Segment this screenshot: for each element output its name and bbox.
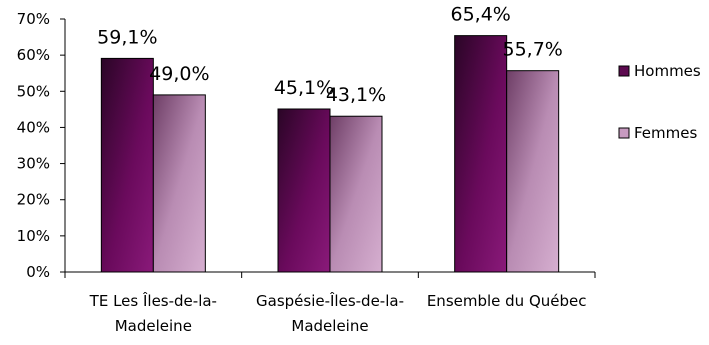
x-tick-label: Madeleine	[291, 317, 368, 335]
legend-swatch-femmes	[618, 127, 630, 139]
x-tick-label: Gaspésie-Îles-de-la-	[256, 291, 404, 310]
y-tick-label: 10%	[17, 227, 50, 245]
bar-hommes-1	[100, 57, 154, 273]
bar-hommes-2	[277, 108, 331, 273]
x-tick-label: Ensemble du Québec	[427, 292, 587, 310]
data-label: 45,1%	[274, 77, 334, 99]
y-tick-label: 30%	[17, 155, 50, 173]
bar-femmes-1	[152, 94, 206, 273]
data-label: 59,1%	[97, 26, 157, 48]
data-label: 43,1%	[326, 84, 386, 106]
chart-bars	[100, 35, 560, 273]
chart-axes: 0% 10% 20% 30% 40% 50% 60% 70%	[17, 10, 596, 281]
bar-femmes-3	[506, 70, 560, 273]
bar-hommes-3	[454, 35, 508, 273]
y-tick-label: 50%	[17, 82, 50, 100]
bar-femmes-2	[329, 115, 383, 273]
y-tick-label: 20%	[17, 191, 50, 209]
data-label: 49,0%	[149, 63, 209, 85]
data-label: 55,7%	[502, 39, 562, 61]
y-tick-label: 60%	[17, 46, 50, 64]
data-label: 65,4%	[450, 4, 510, 26]
chart-labels: 59,1% 49,0% TE Les Îles-de-la- Madeleine 45,…	[89, 4, 587, 335]
x-tick-label: TE Les Îles-de-la-	[89, 291, 217, 310]
y-tick-label: 70%	[17, 10, 50, 28]
y-tick-label: 0%	[26, 263, 50, 281]
chart-legend: Hommes Femmes	[618, 62, 701, 142]
legend-swatch-hommes	[618, 65, 630, 77]
legend-label-femmes: Femmes	[634, 124, 697, 142]
x-tick-label: Madeleine	[115, 317, 192, 335]
y-tick-label: 40%	[17, 118, 50, 136]
legend-label-hommes: Hommes	[634, 62, 701, 80]
